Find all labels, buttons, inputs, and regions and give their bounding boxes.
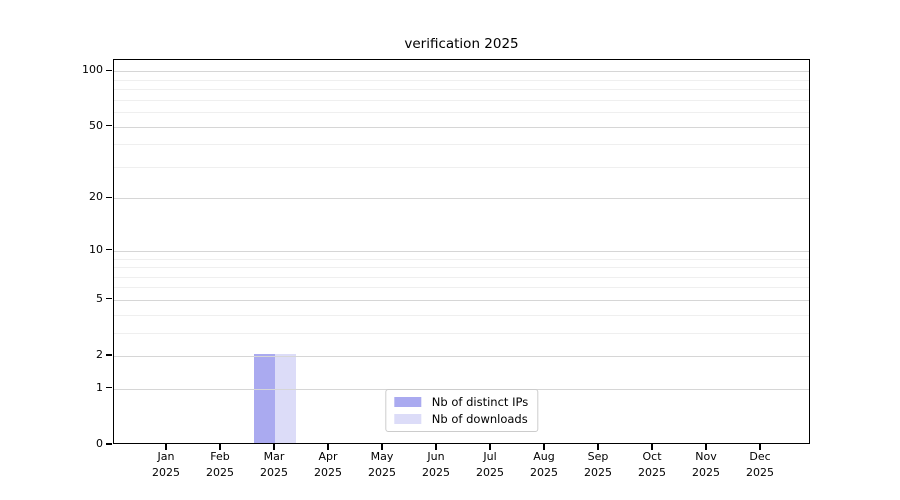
legend-label-distinct-ips: Nb of distinct IPs [431,395,529,409]
bar-mar-distinct-ips [254,354,275,443]
x-tick-mark-sep [597,444,599,450]
x-tick-mark-dec [759,444,761,450]
x-tick-label-apr: Apr 2025 [314,450,342,479]
y-tick-label-20: 20 [89,190,103,204]
gridline-minor-8 [114,267,809,269]
x-tick-mark-apr [327,444,329,450]
x-tick-label-jul: Jul 2025 [476,450,504,479]
x-tick-label-sep: Sep 2025 [584,450,612,479]
x-tick-mark-oct [651,444,653,450]
x-tick-mark-feb [219,444,221,450]
x-tick-label-mar: Mar 2025 [260,450,288,479]
plot-area: Nb of distinct IPs Nb of downloads [113,59,810,444]
y-tick-mark-0 [106,443,112,445]
y-tick-mark-100 [106,69,112,71]
x-tick-mark-jun [435,444,437,450]
x-tick-mark-jan [165,444,167,450]
x-tick-label-nov: Nov 2025 [692,450,720,479]
gridline-major-2 [114,356,809,358]
x-tick-mark-may [381,444,383,450]
gridline-minor-90 [114,79,809,81]
y-tick-label-10: 10 [89,242,103,256]
y-tick-label-1: 1 [96,380,103,394]
legend: Nb of distinct IPs Nb of downloads [384,389,539,432]
x-tick-label-oct: Oct 2025 [638,450,666,479]
y-tick-mark-1 [106,387,112,389]
chart-title: verification 2025 [404,36,519,52]
gridline-minor-30 [114,166,809,168]
gridline-minor-9 [114,258,809,260]
y-tick-mark-5 [106,298,112,300]
gridline-minor-3 [114,332,809,334]
gridline-minor-60 [114,112,809,114]
x-tick-mark-mar [273,444,275,450]
bar-mar-downloads [275,354,296,443]
legend-swatch-downloads [393,414,421,424]
y-tick-label-5: 5 [96,291,103,305]
legend-row-distinct-ips: Nb of distinct IPs [393,395,529,409]
x-tick-mark-nov [705,444,707,450]
gridline-major-5 [114,299,809,301]
gridline-minor-4 [114,314,809,316]
x-tick-label-may: May 2025 [368,450,396,479]
legend-swatch-distinct-ips [393,397,421,407]
gridline-minor-6 [114,287,809,289]
gridline-major-50 [114,126,809,128]
x-tick-label-jun: Jun 2025 [422,450,450,479]
legend-row-downloads: Nb of downloads [393,412,528,426]
x-tick-label-aug: Aug 2025 [530,450,558,479]
y-tick-label-100: 100 [82,63,103,77]
gridline-minor-40 [114,144,809,146]
gridline-minor-7 [114,276,809,278]
gridline-major-100 [114,71,809,73]
gridline-minor-80 [114,89,809,91]
y-tick-mark-50 [106,124,112,127]
y-tick-mark-2 [106,354,112,356]
gridline-major-20 [114,198,809,200]
legend-label-downloads: Nb of downloads [431,412,528,426]
y-tick-label-50: 50 [89,118,103,132]
gridline-major-10 [114,250,809,252]
gridline-minor-70 [114,99,809,101]
y-tick-mark-10 [106,249,112,251]
x-tick-mark-jul [489,444,491,450]
x-tick-label-feb: Feb 2025 [206,450,234,479]
x-tick-mark-aug [543,444,545,450]
x-tick-label-dec: Dec 2025 [746,450,774,479]
x-tick-label-jan: Jan 2025 [152,450,180,479]
y-tick-mark-20 [106,196,112,198]
y-tick-label-2: 2 [96,348,103,362]
y-tick-label-0: 0 [96,437,103,450]
